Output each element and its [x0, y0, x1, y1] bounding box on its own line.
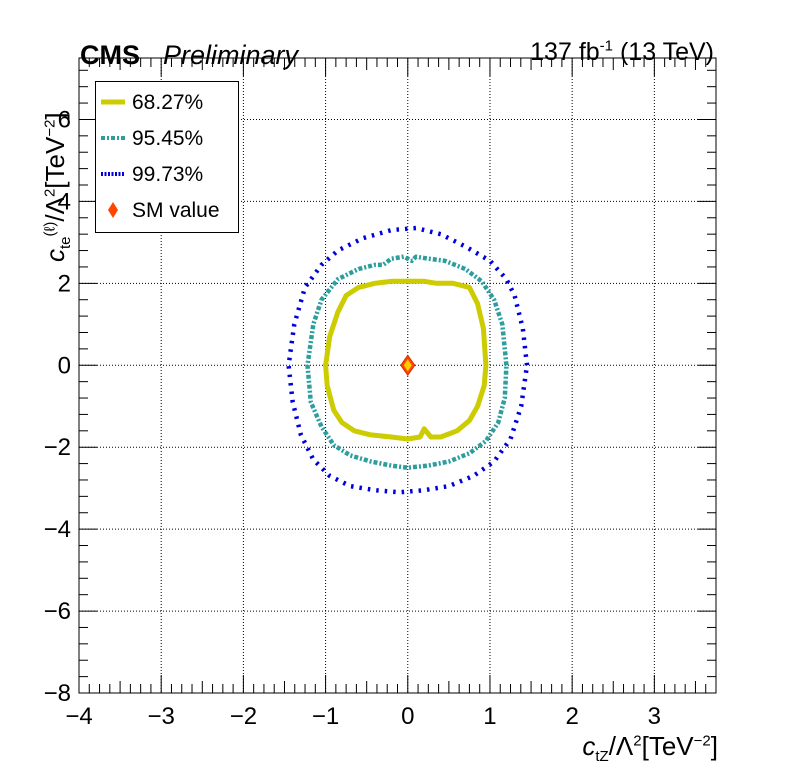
y-tick-label: −8: [44, 680, 71, 707]
legend-entry-99: 99.73%: [96, 157, 238, 191]
x-axis-unit-power: −2: [693, 732, 711, 750]
y-tick-label: −4: [44, 516, 71, 543]
x-tick-label: −3: [148, 703, 175, 730]
x-tick-label: 2: [565, 703, 578, 730]
y-axis-label: cte(ℓ)/Λ2[TeV−2]: [40, 112, 74, 262]
x-axis-subscript: tZ: [595, 748, 609, 766]
contour-6827: [323, 278, 489, 442]
sm-value-marker-core: [403, 359, 412, 372]
legend-entry-sm: SM value: [96, 193, 238, 227]
x-tick-label: −2: [230, 703, 257, 730]
legend-label-95: 95.45%: [132, 127, 204, 150]
y-tick-label: 4: [58, 188, 71, 215]
x-tick-label: −1: [312, 703, 339, 730]
diamond-icon: [108, 202, 118, 218]
lumi-exponent: -1: [599, 37, 614, 55]
axis-ticks: [78, 58, 717, 694]
x-axis-close: ]: [710, 731, 718, 761]
x-axis-symbol: c: [582, 731, 596, 761]
x-tick-label: 1: [483, 703, 496, 730]
y-axis-unit-power: −2: [41, 119, 59, 137]
y-axis-close: ]: [40, 112, 70, 120]
legend-entry-95: 95.45%: [96, 121, 238, 155]
legend-entry-68: 68.27%: [96, 85, 238, 119]
contour-9545: [305, 254, 509, 470]
y-tick-label: −6: [44, 598, 71, 625]
x-axis-lambda-power: 2: [633, 732, 642, 750]
status-label: Preliminary: [163, 40, 299, 70]
y-tick-label: −2: [44, 434, 71, 461]
legend-label-99: 99.73%: [132, 163, 204, 186]
y-axis-subscript: te: [57, 236, 75, 249]
experiment-label: CMS: [80, 40, 140, 70]
lumi-value: 137 fb: [530, 38, 600, 66]
legend-label-68: 68.27%: [132, 91, 204, 114]
legend-symbol-68: [101, 99, 125, 105]
x-axis-lambda: /Λ: [608, 731, 634, 761]
contour-series: [286, 225, 530, 495]
x-axis-unit: [TeV: [641, 731, 694, 761]
y-tick-label: 2: [58, 270, 71, 297]
x-tick-label: −4: [65, 703, 92, 730]
x-tick-label: 3: [648, 703, 661, 730]
y-axis-lambda-power: 2: [41, 188, 59, 198]
y-axis-unit: [TeV: [40, 136, 70, 189]
legend-label-sm: SM value: [132, 199, 220, 222]
y-tick-label: 6: [58, 106, 71, 133]
lumi-energy: (13 TeV): [613, 38, 714, 66]
y-axis-symbol: c: [40, 249, 70, 262]
x-tick-label: 0: [401, 703, 414, 730]
legend-symbol-95: [101, 136, 125, 140]
luminosity-label: 137 fb-1 (13 TeV): [530, 37, 714, 66]
y-axis-superscript: (ℓ): [41, 221, 59, 237]
x-axis-label: ctZ/Λ2[TeV−2]: [582, 733, 718, 764]
legend-symbol-99: [101, 172, 125, 176]
legend: 68.27% 95.45% 99.73% SM value: [95, 81, 239, 233]
y-axis-lambda: /Λ: [40, 197, 70, 222]
y-tick-label: 0: [58, 352, 71, 379]
